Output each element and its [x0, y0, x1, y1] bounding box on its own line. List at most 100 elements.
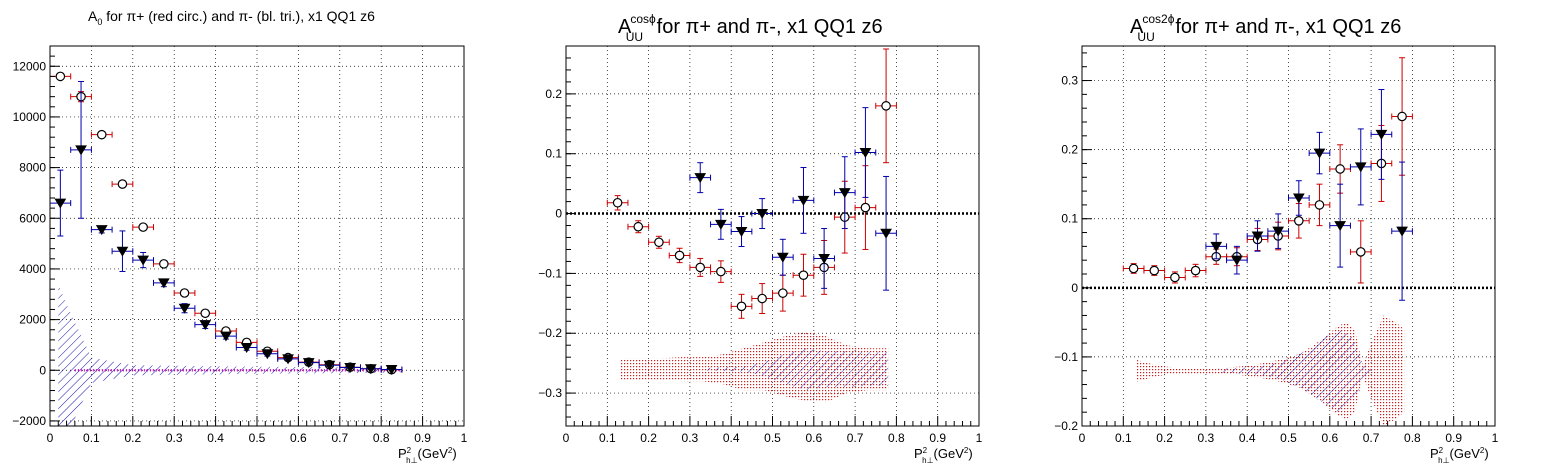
- x-tick-label: 0: [1079, 431, 1086, 445]
- panel-3: Acos2ϕ UU for π+ and π-, x1 QQ1 z6 0 0.1 0.…: [1054, 12, 1498, 465]
- x-tick-label: 0.4: [723, 431, 740, 445]
- x-tick-label: 0.7: [847, 431, 864, 445]
- data-point-pi-minus: [199, 320, 212, 331]
- plot-content: [50, 71, 403, 426]
- data-point-pi-plus: [695, 262, 706, 273]
- x-tick-label: 0.6: [805, 431, 822, 445]
- data-point-pi-plus: [1294, 216, 1304, 226]
- data-point-pi-plus: [860, 202, 871, 213]
- x-tick-label: 0.9: [1445, 431, 1462, 445]
- y-tick-label: 0.1: [545, 147, 562, 161]
- x-tick-label: 0.6: [1321, 431, 1338, 445]
- plot-content: [1082, 57, 1495, 426]
- data-point-pi-minus: [385, 365, 398, 375]
- data-point-pi-plus: [1314, 200, 1325, 210]
- data-point-pi-plus: [55, 71, 66, 82]
- data-point-pi-minus: [694, 173, 707, 184]
- y-tick-label: 6000: [19, 211, 46, 225]
- data-point-pi-plus: [159, 259, 169, 269]
- data-point-pi-plus: [716, 266, 726, 277]
- x-tick-label: 0.4: [1239, 431, 1256, 445]
- x-tick-label: 0.3: [166, 431, 183, 445]
- data-point-pi-minus: [364, 364, 377, 375]
- data-point-pi-minus: [344, 362, 357, 373]
- y-tick-label: 0: [39, 363, 46, 377]
- data-point-pi-minus: [735, 227, 748, 237]
- y-tick-label: 12000: [13, 59, 47, 73]
- y-tick-label: −2000: [12, 414, 46, 428]
- x-tick-label: 0.4: [207, 431, 224, 445]
- panel-3-x-axis-label: P2 h⊥(GeV2): [1430, 446, 1489, 465]
- data-point-pi-minus: [1251, 231, 1264, 242]
- y-tick-label: −0.2: [538, 326, 562, 340]
- y-tick-label: 4000: [19, 262, 46, 276]
- x-tick-label: 0.2: [124, 431, 141, 445]
- y-tick-label: −0.1: [538, 266, 562, 280]
- data-point-pi-minus: [178, 303, 191, 314]
- x-tick-label: 0.3: [1198, 431, 1215, 445]
- data-point-pi-minus: [282, 354, 294, 365]
- data-point-pi-minus: [1396, 226, 1408, 237]
- data-point-pi-minus: [1313, 148, 1326, 159]
- data-point-pi-minus: [137, 255, 150, 266]
- systematic-band-blue: [1218, 329, 1372, 413]
- data-point-pi-minus: [157, 278, 170, 289]
- x-tick-label: 0.9: [929, 431, 946, 445]
- panel-1: A0 for π+ (red circ.) and π- (bl. tri.),…: [12, 8, 467, 465]
- data-point-pi-minus: [1292, 193, 1305, 204]
- data-point-pi-plus: [798, 270, 809, 280]
- x-tick-label: 0.8: [373, 431, 390, 445]
- x-tick-label: 0.1: [1115, 431, 1132, 445]
- x-tick-label: 0.8: [1404, 431, 1421, 445]
- data-point-pi-plus: [612, 197, 623, 208]
- data-point-pi-minus: [302, 358, 315, 369]
- x-tick-label: 0.8: [888, 431, 905, 445]
- data-point-pi-minus: [1354, 162, 1367, 173]
- data-point-pi-plus: [200, 308, 211, 319]
- data-point-pi-plus: [1190, 265, 1201, 276]
- data-point-pi-plus: [96, 129, 107, 140]
- x-tick-label: 1: [461, 431, 468, 445]
- panel-1-title: A0 for π+ (red circ.) and π- (bl. tri.),…: [88, 8, 375, 27]
- panel-1-plot-area: 0 0.1 0.2 0.3 0.4 0.5 0.6 0.7 0.8 0.9 1−2000020004…: [12, 45, 468, 445]
- y-tick-label: 0: [555, 207, 562, 221]
- plot-content: [566, 48, 979, 403]
- data-point-pi-plus: [179, 288, 190, 298]
- data-point-pi-plus: [1128, 263, 1139, 274]
- data-point-pi-minus: [220, 331, 232, 342]
- panel-1-x-axis-label: P2 h⊥(GeV2): [398, 446, 457, 465]
- y-tick-label: 10000: [13, 110, 47, 124]
- data-point-pi-minus: [880, 228, 892, 239]
- data-point-pi-minus: [1334, 221, 1347, 232]
- data-point-pi-plus: [736, 301, 747, 312]
- x-tick-label: 0.3: [682, 431, 699, 445]
- data-point-pi-minus: [1210, 241, 1223, 252]
- x-tick-label: 0.5: [1280, 431, 1297, 445]
- y-tick-label: −0.1: [1054, 350, 1078, 364]
- y-tick-label: 0.2: [545, 87, 562, 101]
- x-tick-label: 0: [47, 431, 54, 445]
- data-point-pi-minus: [818, 253, 830, 264]
- y-tick-label: −0.2: [1054, 419, 1078, 433]
- x-tick-label: 0.1: [83, 431, 100, 445]
- data-point-pi-minus: [75, 145, 87, 156]
- x-tick-label: 1: [1492, 431, 1499, 445]
- y-tick-label: 0.1: [1061, 212, 1078, 226]
- panel-3-plot-area: 0 0.1 0.2 0.3 0.4 0.5 0.6 0.7 0.8 0.9 1 −0.2 −0.1 0 0.…: [1054, 45, 1499, 445]
- x-tick-label: 0.7: [1363, 431, 1380, 445]
- data-point-pi-plus: [674, 250, 685, 261]
- panel-2-title: Acosϕ UU for π+ and π-, x1 QQ1 z6: [618, 12, 883, 44]
- panel-3-title: Acos2ϕ UU for π+ and π-, x1 QQ1 z6: [1130, 12, 1401, 44]
- x-tick-label: 0.7: [331, 431, 348, 445]
- systematic-band-blue: [702, 348, 889, 391]
- data-point-pi-plus: [138, 222, 148, 232]
- y-tick-label: 0.3: [1061, 74, 1078, 88]
- data-point-pi-minus: [776, 252, 789, 263]
- x-tick-label: 1: [976, 431, 983, 445]
- x-tick-label: 0.5: [249, 431, 266, 445]
- x-tick-label: 0.6: [290, 431, 307, 445]
- data-point-pi-minus: [1272, 226, 1285, 237]
- panel-2-plot-area: 0 0.1 0.2 0.3 0.4 0.5 0.6 0.7 0.8 0.9 1 −0.3 −0.2 −0.…: [538, 45, 983, 445]
- x-tick-label: 0.9: [414, 431, 431, 445]
